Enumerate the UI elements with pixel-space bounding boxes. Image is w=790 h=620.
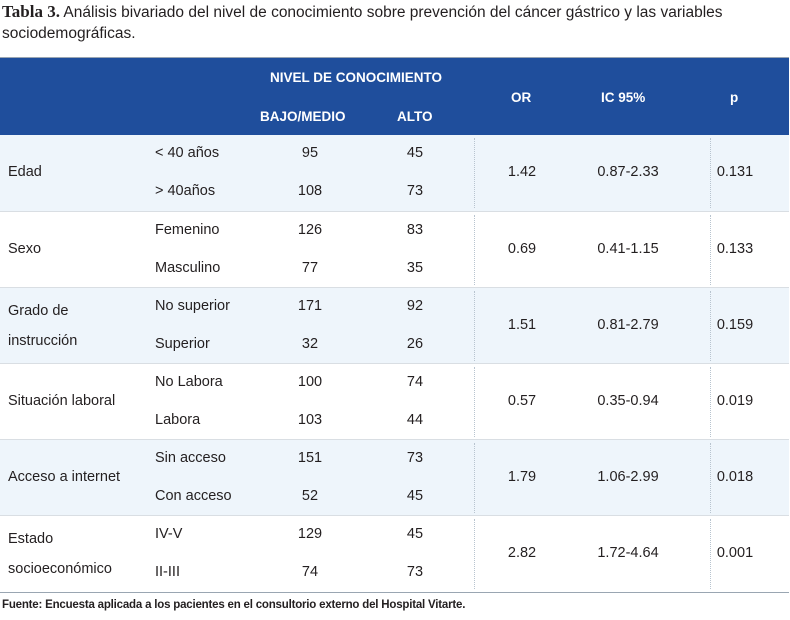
count-alto: 73 bbox=[406, 183, 424, 199]
count-bajo-medio: 77 bbox=[301, 260, 319, 276]
header-bajo-medio: BAJO/MEDIO bbox=[260, 109, 346, 124]
category-label: < 40 años bbox=[155, 145, 220, 161]
variable-label: Edad bbox=[8, 164, 42, 180]
ic95-value: 0.41-1.15 bbox=[597, 241, 659, 257]
category-label: No superior bbox=[155, 298, 230, 314]
column-divider bbox=[474, 215, 475, 285]
column-divider bbox=[474, 443, 475, 513]
table-label: Tabla 3. bbox=[2, 2, 60, 21]
variable-label: instrucción bbox=[8, 333, 78, 349]
variable-label: socioeconómico bbox=[8, 561, 112, 577]
count-bajo-medio: 32 bbox=[301, 336, 319, 352]
ic95-value: 0.81-2.79 bbox=[597, 317, 659, 333]
count-alto: 83 bbox=[406, 222, 424, 238]
count-bajo-medio: 95 bbox=[301, 145, 319, 161]
category-label: Sin acceso bbox=[155, 450, 226, 466]
variable-label: Situación laboral bbox=[8, 393, 116, 409]
column-divider bbox=[710, 367, 711, 437]
column-divider bbox=[474, 519, 475, 589]
table-row-group: Estado socioeconómico IV-V II-III 129 74 45 73 2… bbox=[0, 515, 789, 592]
table-caption: Tabla 3. Análisis bivariado del nivel de… bbox=[2, 1, 788, 44]
column-divider bbox=[474, 291, 475, 361]
column-divider bbox=[474, 367, 475, 437]
header-alto: ALTO bbox=[397, 109, 433, 124]
count-bajo-medio: 171 bbox=[297, 298, 323, 314]
header-p: p bbox=[730, 90, 739, 105]
header-or: OR bbox=[511, 90, 532, 105]
category-label: Superior bbox=[155, 336, 210, 352]
p-value: 0.133 bbox=[716, 241, 754, 257]
odds-ratio-value: 1.42 bbox=[507, 164, 537, 180]
category-label: > 40años bbox=[155, 183, 216, 199]
p-value: 0.159 bbox=[716, 317, 754, 333]
p-value: 0.018 bbox=[716, 469, 754, 485]
count-alto: 45 bbox=[406, 526, 424, 542]
count-alto: 44 bbox=[406, 412, 424, 428]
category-label: Femenino bbox=[155, 222, 220, 238]
count-bajo-medio: 100 bbox=[297, 374, 323, 390]
category-label: Masculino bbox=[155, 260, 221, 276]
variable-label: Estado bbox=[8, 531, 54, 547]
odds-ratio-value: 0.69 bbox=[507, 241, 537, 257]
ic95-value: 1.06-2.99 bbox=[597, 469, 659, 485]
table-header: NIVEL DE CONOCIMIENTO BAJO/MEDIO ALTO OR… bbox=[0, 58, 789, 135]
odds-ratio-value: 1.51 bbox=[507, 317, 537, 333]
table-row-group: Sexo Femenino Masculino 126 77 83 35 0.69 0.41-1… bbox=[0, 211, 789, 288]
table-row-group: Edad < 40 años > 40años 95 108 45 73 1.42 0.87-2… bbox=[0, 135, 789, 211]
table-row-group: Acceso a internet Sin acceso Con acceso 151… bbox=[0, 439, 789, 516]
count-alto: 45 bbox=[406, 145, 424, 161]
column-divider bbox=[474, 138, 475, 208]
count-bajo-medio: 74 bbox=[301, 564, 319, 580]
count-bajo-medio: 151 bbox=[297, 450, 323, 466]
variable-label: Sexo bbox=[8, 241, 42, 257]
count-bajo-medio: 52 bbox=[301, 488, 319, 504]
header-ic95: IC 95% bbox=[601, 90, 646, 105]
table-title: Análisis bivariado del nivel de conocimi… bbox=[2, 4, 723, 42]
data-table: NIVEL DE CONOCIMIENTO BAJO/MEDIO ALTO OR… bbox=[0, 57, 789, 593]
p-value: 0.001 bbox=[716, 545, 754, 561]
category-label: No Labora bbox=[155, 374, 223, 390]
category-label: Con acceso bbox=[155, 488, 232, 504]
count-bajo-medio: 129 bbox=[297, 526, 323, 542]
column-divider bbox=[710, 519, 711, 589]
count-bajo-medio: 103 bbox=[297, 412, 323, 428]
variable-label: Grado de bbox=[8, 303, 69, 319]
count-alto: 73 bbox=[406, 564, 424, 580]
ic95-value: 0.35-0.94 bbox=[597, 393, 659, 409]
p-value: 0.131 bbox=[716, 164, 754, 180]
category-label: II-III bbox=[155, 564, 180, 580]
odds-ratio-value: 0.57 bbox=[507, 393, 537, 409]
category-label: IV-V bbox=[155, 526, 183, 542]
table-row-group: Situación laboral No Labora Labora 100 103 74… bbox=[0, 363, 789, 440]
count-alto: 45 bbox=[406, 488, 424, 504]
column-divider bbox=[710, 215, 711, 285]
table-source-note: Fuente: Encuesta aplicada a los paciente… bbox=[2, 599, 466, 611]
count-alto: 92 bbox=[406, 298, 424, 314]
column-divider bbox=[710, 443, 711, 513]
count-bajo-medio: 126 bbox=[297, 222, 323, 238]
count-bajo-medio: 108 bbox=[297, 183, 323, 199]
table-row-group: Grado de instrucción No superior Superior 17… bbox=[0, 287, 789, 364]
column-divider bbox=[710, 291, 711, 361]
count-alto: 73 bbox=[406, 450, 424, 466]
count-alto: 35 bbox=[406, 260, 424, 276]
ic95-value: 0.87-2.33 bbox=[597, 164, 659, 180]
ic95-value: 1.72-4.64 bbox=[597, 545, 659, 561]
p-value: 0.019 bbox=[716, 393, 754, 409]
count-alto: 26 bbox=[406, 336, 424, 352]
count-alto: 74 bbox=[406, 374, 424, 390]
category-label: Labora bbox=[155, 412, 201, 428]
odds-ratio-value: 2.82 bbox=[507, 545, 537, 561]
column-divider bbox=[710, 138, 711, 208]
variable-label: Acceso a internet bbox=[8, 469, 121, 485]
header-group-label: NIVEL DE CONOCIMIENTO bbox=[270, 70, 443, 85]
odds-ratio-value: 1.79 bbox=[507, 469, 537, 485]
